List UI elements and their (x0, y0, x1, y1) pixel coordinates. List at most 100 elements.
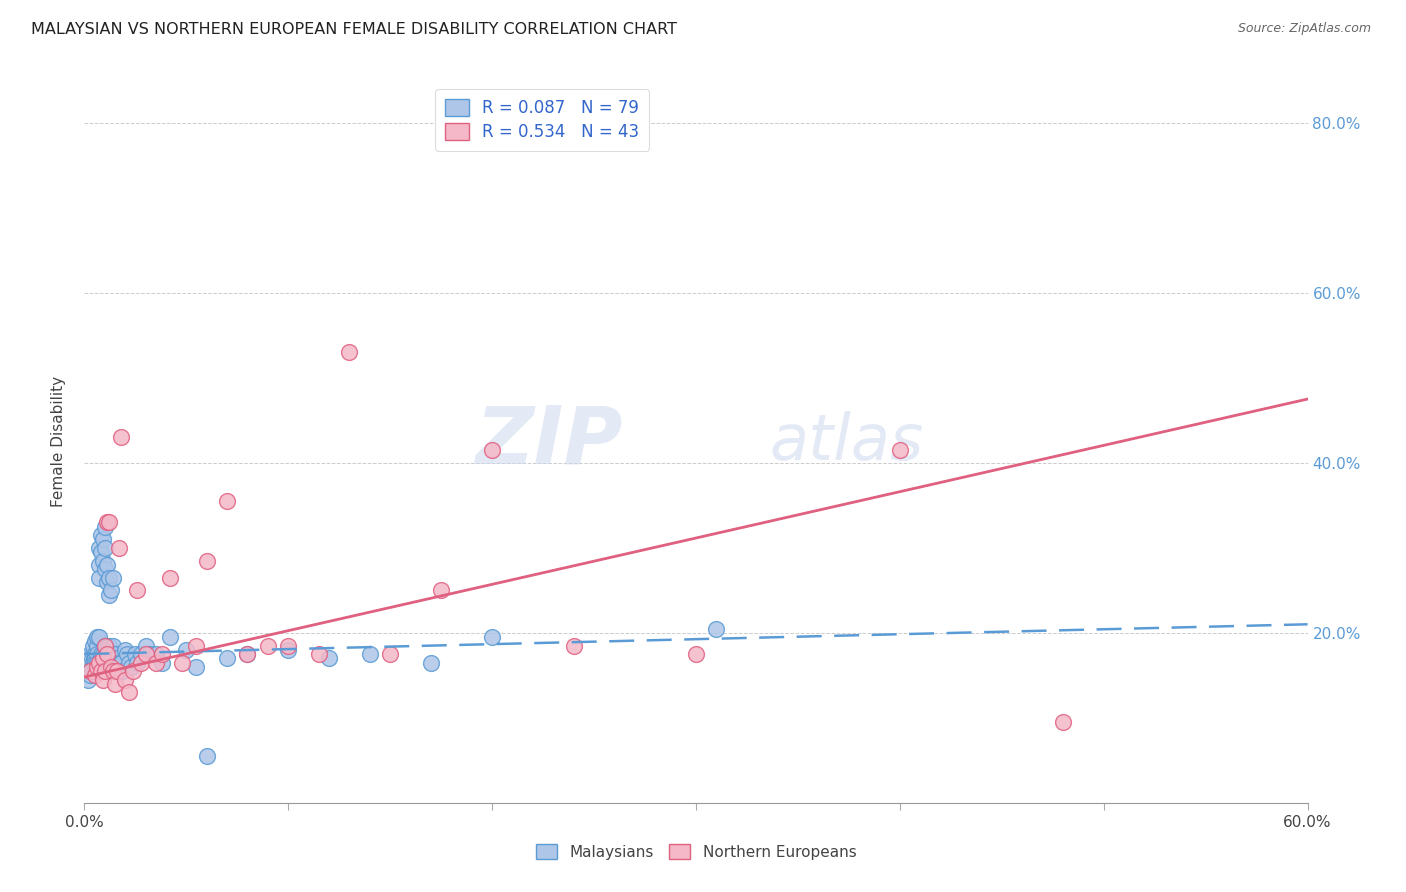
Point (97, 639, 120, 653)
Point (91, 651, 114, 665)
Point (83, 647, 105, 661)
Point (93, 541, 115, 555)
Point (93, 664, 115, 678)
Point (91, 647, 114, 661)
Point (380, 647, 402, 661)
Point (87, 630, 110, 644)
Point (104, 656, 127, 670)
Point (110, 430, 132, 444)
Point (127, 583, 149, 598)
Point (217, 651, 239, 665)
Point (83, 651, 105, 665)
Point (105, 651, 128, 665)
Point (104, 677, 127, 691)
Point (172, 656, 194, 670)
Point (101, 639, 124, 653)
Point (359, 647, 381, 661)
Point (100, 583, 122, 598)
Point (79, 656, 101, 670)
Point (135, 639, 157, 653)
Point (308, 647, 330, 661)
Point (97, 588, 120, 602)
Point (339, 345, 361, 359)
Point (101, 664, 124, 678)
Point (93, 639, 115, 653)
Point (96, 647, 118, 661)
Point (562, 639, 585, 653)
Point (83, 668, 105, 682)
Point (174, 642, 197, 657)
Point (93, 639, 115, 653)
Point (131, 656, 153, 670)
Point (118, 685, 141, 699)
Point (101, 570, 124, 584)
Point (257, 639, 280, 653)
Point (706, 622, 728, 636)
Point (150, 656, 173, 670)
Point (112, 664, 135, 678)
Point (115, 647, 138, 661)
Point (79, 664, 101, 678)
Point (100, 647, 122, 661)
Point (100, 660, 122, 674)
Point (481, 443, 503, 458)
Point (105, 664, 128, 678)
Point (108, 656, 131, 670)
Point (277, 639, 299, 653)
Point (86, 660, 108, 674)
Point (124, 647, 146, 661)
Point (127, 656, 149, 670)
Point (186, 660, 208, 674)
Point (79, 647, 101, 661)
Point (114, 642, 136, 657)
Point (86, 647, 108, 661)
Point (82, 656, 104, 670)
Point (87, 541, 110, 555)
Point (217, 494, 239, 508)
Point (82, 647, 104, 661)
Point (90, 528, 112, 542)
Point (93, 562, 115, 576)
Point (150, 647, 173, 661)
Point (90, 664, 112, 678)
Point (481, 630, 503, 644)
Text: ZIP: ZIP (475, 402, 623, 481)
Point (135, 647, 157, 661)
Point (90, 647, 112, 661)
Legend: Malaysians, Northern Europeans: Malaysians, Northern Europeans (529, 836, 863, 867)
Point (91, 673, 114, 687)
Y-axis label: Female Disability: Female Disability (51, 376, 66, 508)
Point (131, 647, 153, 661)
Point (77, 673, 100, 687)
Point (79, 668, 101, 682)
Point (186, 639, 208, 653)
Point (96, 574, 118, 589)
Point (420, 656, 443, 670)
Point (195, 553, 218, 567)
Point (97, 516, 120, 530)
Point (77, 660, 100, 674)
Point (83, 634, 105, 648)
Point (96, 639, 118, 653)
Point (159, 570, 181, 584)
Point (77, 651, 100, 665)
Point (138, 647, 160, 661)
Point (159, 630, 181, 644)
Point (87, 570, 110, 584)
Point (96, 558, 118, 572)
Point (105, 660, 128, 674)
Point (101, 647, 124, 661)
Point (96, 516, 118, 530)
Point (114, 673, 136, 687)
Point (110, 664, 132, 678)
Point (83, 660, 105, 674)
Point (90, 545, 112, 559)
Point (82, 664, 104, 678)
Point (93, 519, 115, 533)
Point (318, 651, 340, 665)
Point (120, 660, 142, 674)
Point (145, 647, 167, 661)
Point (83, 656, 105, 670)
Point (87, 558, 110, 572)
Point (108, 664, 131, 678)
